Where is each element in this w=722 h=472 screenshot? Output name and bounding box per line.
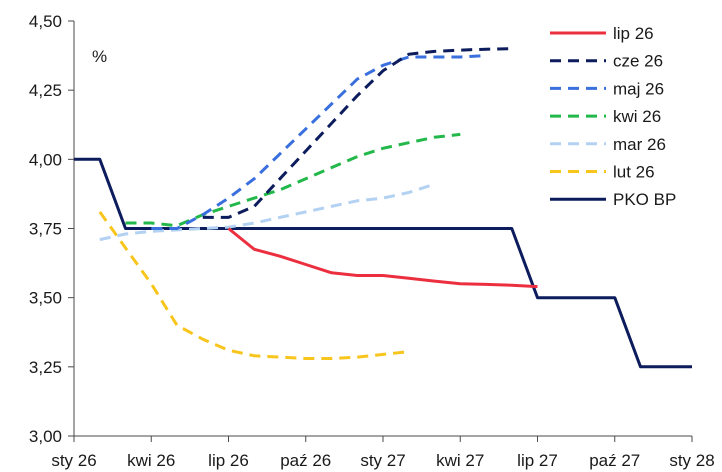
x-tick-label: kwi 26 [127,451,175,470]
legend-label: kwi 26 [613,107,661,126]
series-line-pko-bp [74,157,692,369]
axes: 3,00 3,25 3,50 3,75 4,00 4,25 4,50 sty 26 kwi 26… [29,12,715,470]
x-tick-label: lip 26 [208,451,249,470]
y-tick-label: 4,25 [29,81,62,100]
unit-label: % [92,47,107,66]
x-tick-label: kwi 27 [436,451,484,470]
legend-label: cze 26 [613,52,663,71]
y-tick-label: 4,00 [29,150,62,169]
x-tick-label: paź 26 [280,451,331,470]
y-tick-label: 4,50 [29,12,62,31]
legend-label: lut 26 [613,163,655,182]
series-line-maj-26 [151,54,487,230]
series-line-lip-26 [227,227,538,289]
series-line-mar-26 [99,182,435,242]
x-tick-label: sty 26 [51,451,96,470]
x-tick-label: sty 27 [360,451,405,470]
series-layer [74,47,692,369]
series-line-cze-26 [202,47,512,219]
y-tick-label: 3,75 [29,220,62,239]
y-tick-label: 3,00 [29,427,62,446]
y-tick-label: 3,50 [29,289,62,308]
legend-label: lip 26 [613,24,654,43]
x-tick-label: paź 27 [589,451,640,470]
series-line-kwi-26 [125,132,461,228]
legend-label: mar 26 [613,135,666,154]
y-tick-label: 3,25 [29,358,62,377]
legend-label: PKO BP [613,190,676,209]
x-tick-label: lip 27 [517,451,558,470]
series-line-lut-26 [98,211,409,360]
legend: lip 26 cze 26 maj 26 kwi 26 mar 26 lut 26 PKO … [550,24,676,209]
x-tick-label: sty 28 [669,451,714,470]
legend-label: maj 26 [613,79,664,98]
